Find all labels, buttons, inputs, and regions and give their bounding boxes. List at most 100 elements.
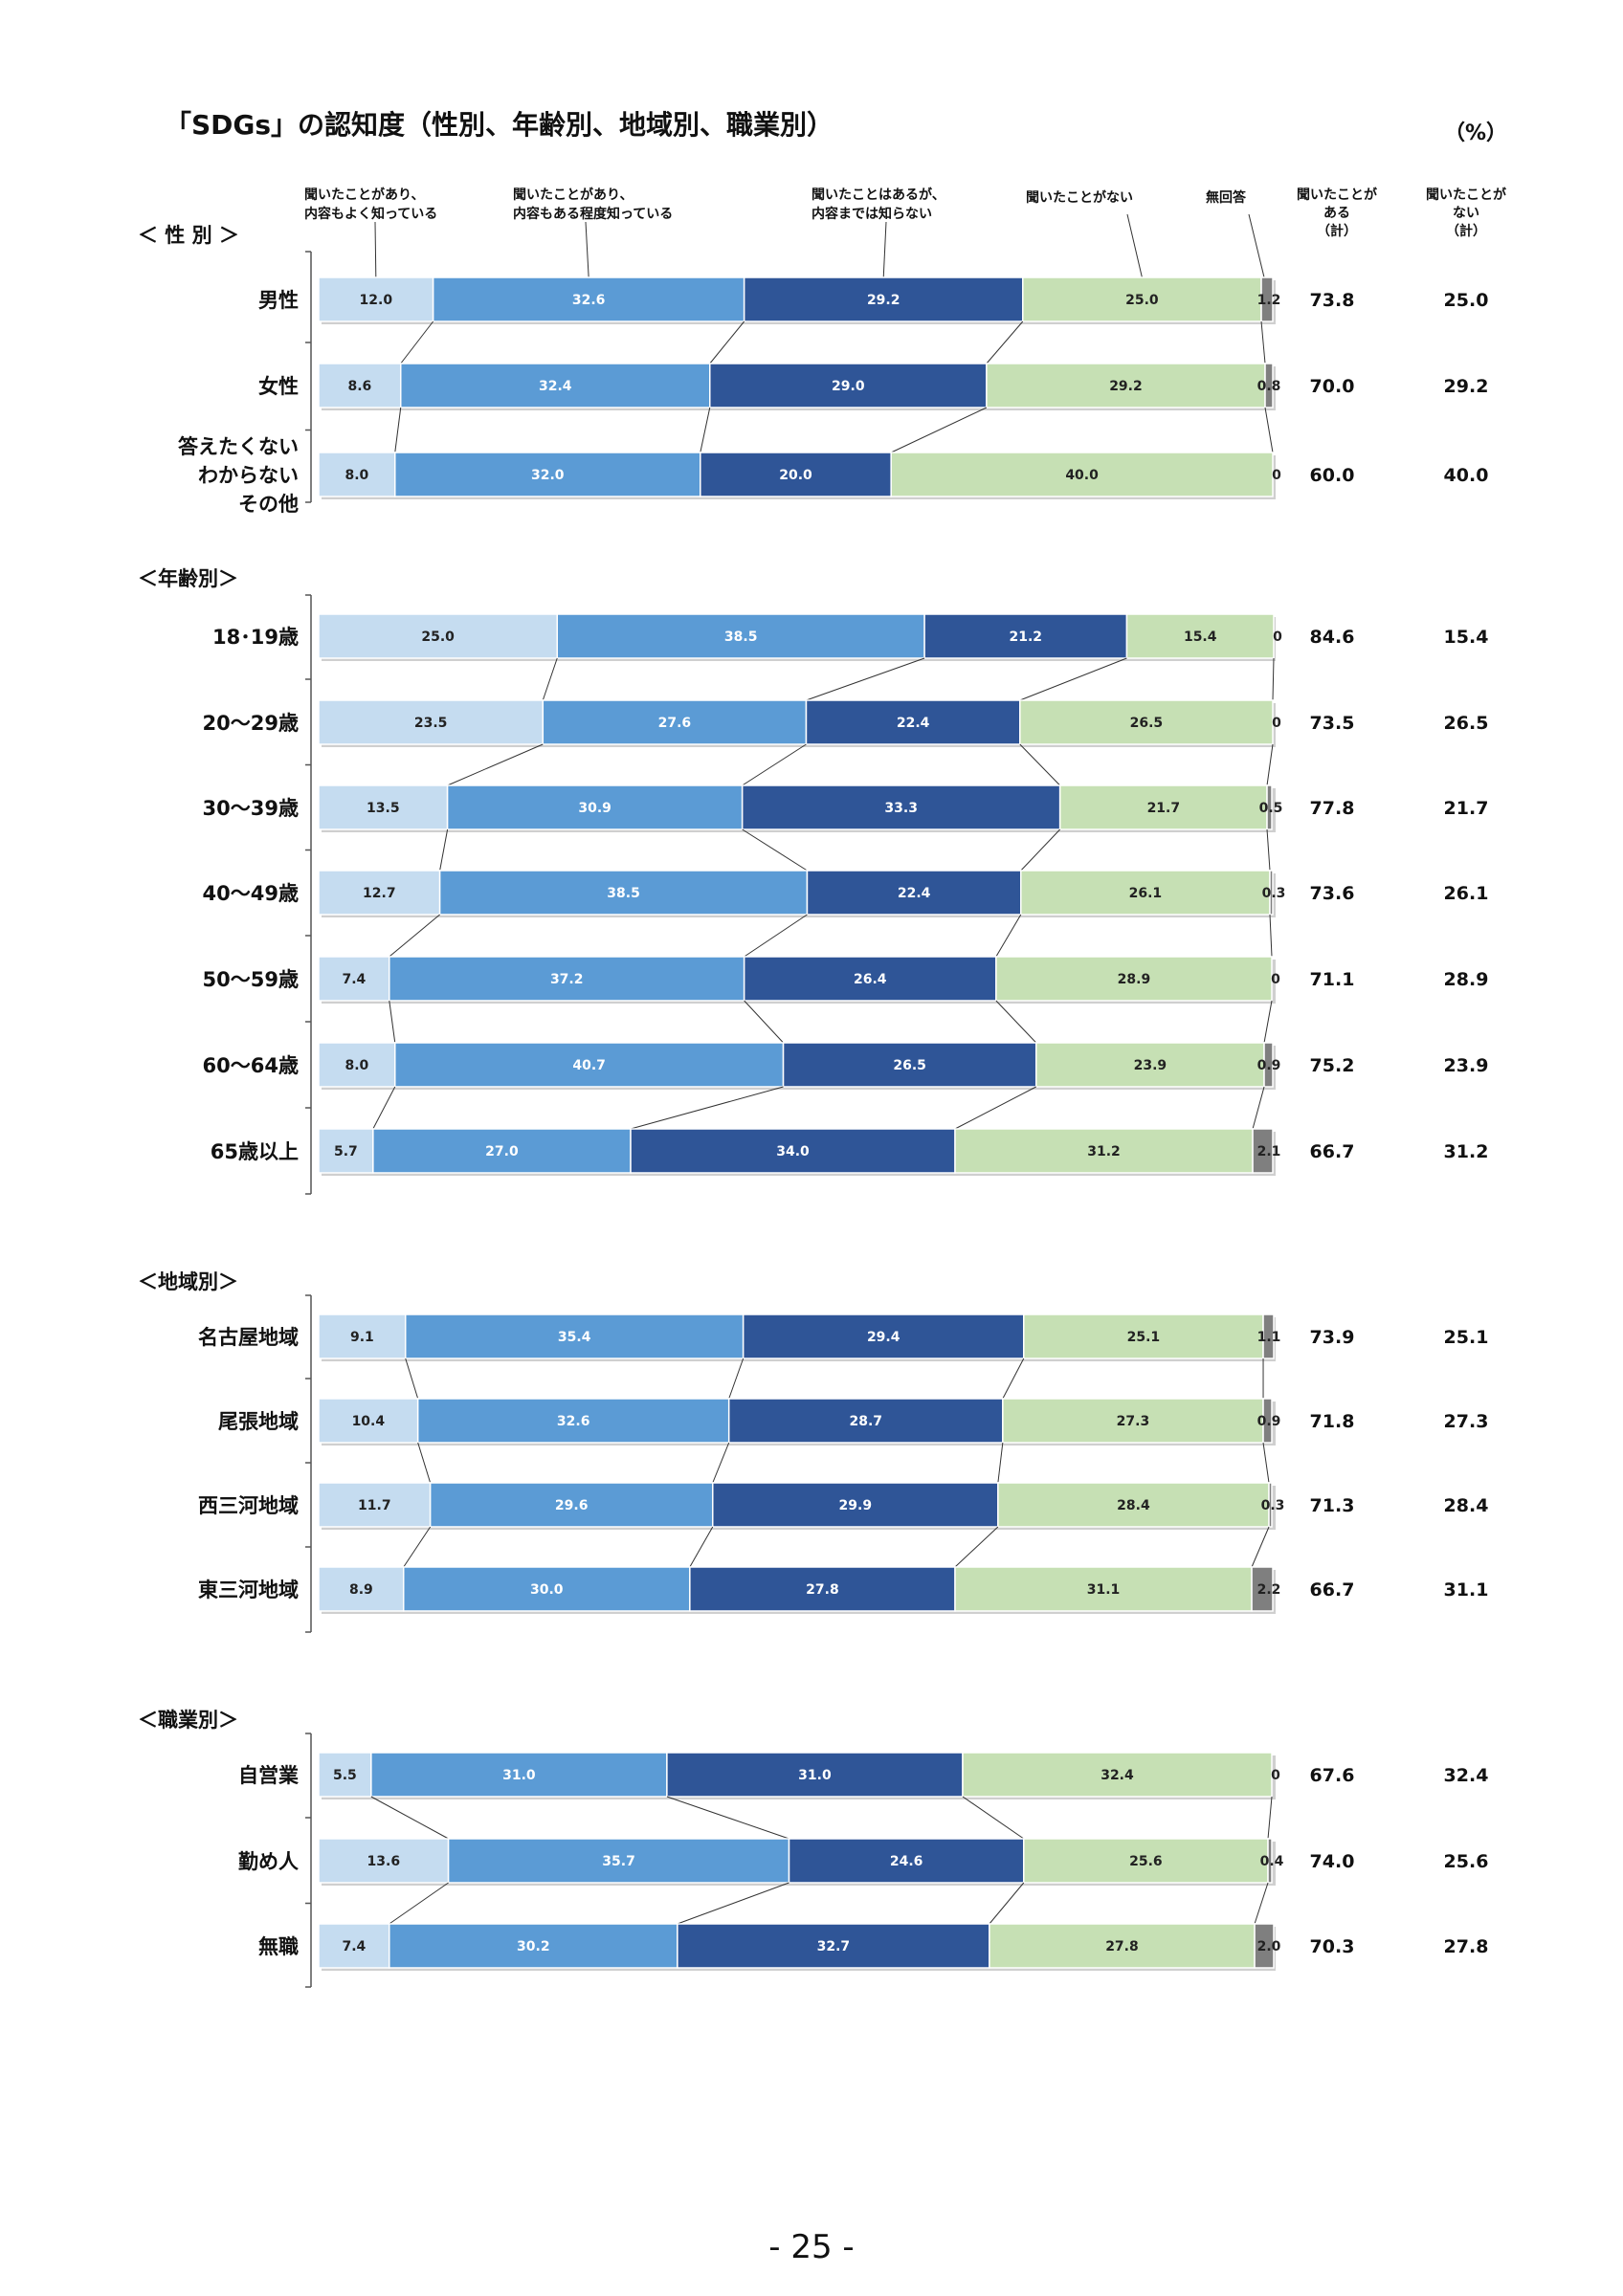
totals-header-label: 聞いたことが xyxy=(1426,187,1507,203)
unknown-total-value: 27.8 xyxy=(1444,1936,1489,1957)
bar-segment xyxy=(446,784,744,830)
bar-value-label: 35.4 xyxy=(558,1330,591,1345)
bar-row: 12.0 32.6 29.2 25.0 1.2 男性 73.8 25.0 xyxy=(258,276,1488,364)
bar-segment xyxy=(1251,1566,1274,1612)
category-label: 50～59歳 xyxy=(203,968,299,991)
section-label: ＜年齢別＞ xyxy=(138,567,238,590)
legend-item: 無回答 xyxy=(1206,189,1247,206)
connector-line xyxy=(700,407,711,453)
legend-item: 聞いたことがあり、内容もよく知っている xyxy=(304,187,437,222)
connector-line xyxy=(954,1526,999,1568)
bar-value-label: 5.5 xyxy=(333,1768,357,1783)
legend-label: 内容もある程度知っている xyxy=(513,206,673,222)
connector-line xyxy=(372,1086,396,1130)
bar-segment xyxy=(1268,1482,1273,1528)
connector-line xyxy=(986,320,1024,364)
bar-segment xyxy=(318,784,449,830)
bar-segment xyxy=(1254,1923,1275,1969)
bar-segment xyxy=(995,956,1273,1002)
bar-value-label: 0 xyxy=(1271,972,1280,987)
bar-row: 8.0 40.7 26.5 23.9 0.9 60～64歳 75.2 23.9 xyxy=(203,1042,1488,1130)
connector-line xyxy=(1262,1442,1270,1484)
totals-header: 聞いたことがない （計） xyxy=(1426,187,1507,239)
bar-value-label: 8.0 xyxy=(345,468,368,483)
bar-segment xyxy=(372,1128,632,1174)
connector-line xyxy=(744,914,808,958)
bar-row: 10.4 32.6 28.7 27.3 0.9 尾張地域 71.8 27.3 xyxy=(218,1398,1488,1484)
chart-title: 「SDGs」の認知度（性別、年齢別、地域別、職業別） xyxy=(165,109,834,141)
bar-value-label: 23.9 xyxy=(1134,1058,1167,1073)
bar-segment xyxy=(318,1482,432,1528)
bar-value-label: 0 xyxy=(1273,629,1282,645)
bar-value-label: 0 xyxy=(1272,716,1281,731)
section-label: ＜職業別＞ xyxy=(138,1709,238,1732)
bar-value-label: 37.2 xyxy=(550,972,584,987)
legend-label: 無回答 xyxy=(1206,189,1247,206)
bar-value-label: 24.6 xyxy=(890,1854,923,1869)
category-label: 勤め人 xyxy=(238,1850,299,1873)
bar-segment xyxy=(318,276,434,322)
category-label: 65歳以上 xyxy=(211,1140,299,1163)
bar-value-label: 7.4 xyxy=(342,1939,366,1954)
connector-line xyxy=(995,1000,1037,1044)
connector-line xyxy=(1252,1086,1265,1130)
totals-header-label: （計） xyxy=(1317,223,1357,239)
connector-line xyxy=(689,1526,714,1568)
category-label: その他 xyxy=(238,493,299,516)
bar-segment xyxy=(1252,1128,1274,1174)
bar-row: 12.7 38.5 22.4 26.1 0.3 40～49歳 73.6 26.1 xyxy=(203,870,1488,958)
connector-line xyxy=(389,1000,396,1044)
connector-line xyxy=(1269,914,1273,958)
bar-value-label: 31.0 xyxy=(798,1768,832,1783)
connector-line xyxy=(1019,657,1127,701)
category-label: わからない xyxy=(198,464,299,487)
bar-value-label: 29.4 xyxy=(867,1330,900,1345)
connector-line xyxy=(995,914,1022,958)
connector-line xyxy=(954,1086,1036,1130)
bar-value-label: 27.8 xyxy=(806,1582,839,1598)
group-2: ＜年齢別＞ 25.0 38.5 21.2 15.4 0 18･19歳 84.6 15.4 23.5… xyxy=(138,567,1489,1195)
bar-segment xyxy=(743,956,997,1002)
legend-leader-line xyxy=(374,221,377,278)
bar-segment xyxy=(805,699,1021,745)
category-label: 答えたくない xyxy=(178,435,299,458)
bar-value-label: 0 xyxy=(1271,1768,1280,1783)
connector-line xyxy=(728,1358,745,1400)
bar-value-label: 32.4 xyxy=(539,379,572,394)
connector-line xyxy=(1020,828,1061,872)
bar-segment xyxy=(1020,870,1271,916)
category-label: 40～49歳 xyxy=(203,882,299,905)
bar-segment xyxy=(318,613,558,659)
bar-segment xyxy=(1023,1838,1269,1884)
bar-segment xyxy=(709,363,988,408)
bar-row: 13.5 30.9 33.3 21.7 0.5 30～39歳 77.8 21.7 xyxy=(203,784,1488,872)
bar-segment xyxy=(1260,276,1274,322)
totals-header-label: ない xyxy=(1453,206,1479,221)
connector-line xyxy=(997,1442,1004,1484)
section-label: ＜ 性 別 ＞ xyxy=(138,224,239,247)
bar-value-label: 32.0 xyxy=(531,468,565,483)
connector-line xyxy=(394,407,402,453)
legend-item: 聞いたことはあるが、内容までは知らない xyxy=(812,187,945,222)
bar-segment xyxy=(1267,1838,1273,1884)
bar-value-label: 32.6 xyxy=(557,1414,590,1429)
connector-line xyxy=(542,657,558,701)
bar-value-label: 25.0 xyxy=(421,629,455,645)
known-total-value: 71.8 xyxy=(1310,1411,1355,1432)
bar-value-label: 0.8 xyxy=(1257,379,1281,394)
connector-line xyxy=(400,320,434,364)
unknown-total-value: 26.5 xyxy=(1444,713,1489,734)
bar-segment xyxy=(1019,699,1274,745)
bar-segment xyxy=(712,1482,999,1528)
bar-row: 9.1 35.4 29.4 25.1 1.1 名古屋地域 73.9 25.1 xyxy=(198,1314,1488,1400)
unknown-total-value: 29.2 xyxy=(1444,376,1489,397)
bar-segment xyxy=(962,1752,1273,1798)
bar-segment xyxy=(1263,1042,1274,1088)
bar-row: 11.7 29.6 29.9 28.4 0.3 西三河地域 71.3 28.4 xyxy=(198,1482,1488,1568)
bar-value-label: 34.0 xyxy=(776,1144,810,1159)
bar-value-label: 29.9 xyxy=(839,1498,873,1513)
unknown-total-value: 15.4 xyxy=(1444,627,1489,648)
bar-value-label: 23.5 xyxy=(414,716,448,731)
